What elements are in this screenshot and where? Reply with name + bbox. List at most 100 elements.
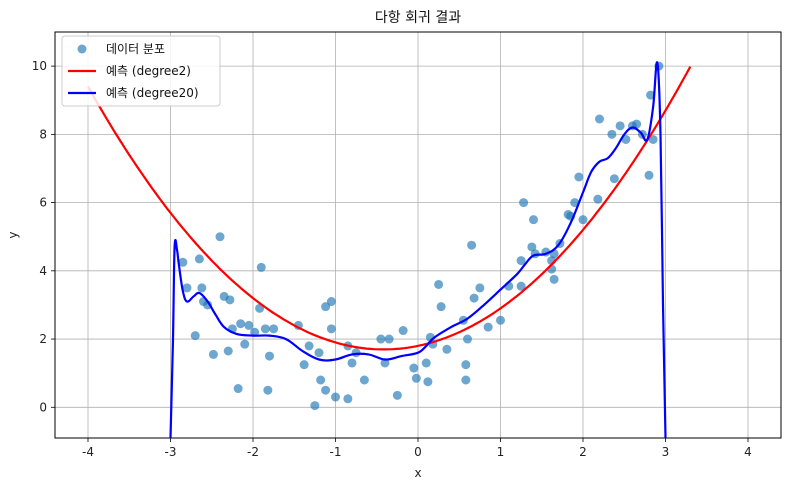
- data-point: [644, 170, 654, 180]
- data-point: [194, 254, 204, 264]
- data-point: [203, 300, 213, 310]
- y-tick-label: 6: [39, 196, 47, 210]
- data-point: [516, 256, 526, 266]
- x-axis-label: x: [414, 466, 421, 480]
- x-tick-label: 1: [497, 445, 505, 459]
- data-point: [223, 346, 233, 356]
- x-axis: -4 -3 -2 -1 0 1 2 3 4: [82, 438, 752, 459]
- data-point: [475, 283, 485, 293]
- data-point: [646, 90, 656, 100]
- data-point: [578, 215, 588, 225]
- legend-label-points: 데이터 분포: [106, 42, 165, 56]
- line-degree2: [87, 66, 692, 351]
- data-point: [595, 114, 604, 124]
- x-tick-label: 4: [744, 445, 752, 459]
- data-point: [483, 322, 493, 332]
- data-point: [236, 319, 246, 329]
- data-point: [256, 262, 266, 272]
- data-point: [269, 324, 279, 334]
- data-point: [593, 194, 603, 204]
- y-axis: 0 2 4 6 8 10: [32, 59, 55, 414]
- line-series: [87, 61, 692, 438]
- data-point: [398, 326, 408, 336]
- data-point: [359, 375, 369, 385]
- data-point: [299, 360, 309, 370]
- data-point: [215, 232, 225, 242]
- y-axis-label: y: [6, 231, 20, 238]
- x-tick-label: 3: [662, 445, 670, 459]
- data-point: [527, 242, 537, 252]
- x-tick-label: -1: [330, 445, 342, 459]
- data-point: [260, 324, 270, 334]
- legend-label-degree2: 예측 (degree2): [106, 64, 191, 78]
- data-point: [197, 283, 207, 293]
- y-tick-label: 0: [39, 400, 47, 414]
- data-point: [467, 240, 477, 250]
- data-point: [469, 293, 479, 303]
- data-point: [314, 348, 324, 358]
- data-point: [208, 349, 218, 359]
- data-point: [434, 279, 444, 289]
- data-point: [376, 334, 386, 344]
- data-point: [240, 339, 250, 349]
- chart-title: 다항 회귀 결과: [375, 10, 461, 26]
- data-point: [615, 121, 625, 131]
- data-point: [463, 334, 472, 344]
- x-tick-label: 0: [414, 445, 422, 459]
- data-point: [326, 297, 336, 307]
- data-point: [496, 315, 505, 325]
- data-point: [265, 351, 274, 361]
- data-point: [409, 363, 419, 373]
- data-point: [316, 375, 326, 385]
- data-point: [233, 384, 243, 394]
- data-point: [263, 385, 273, 395]
- x-tick-label: -3: [165, 445, 177, 459]
- data-point: [392, 390, 402, 400]
- legend-box: [61, 35, 221, 107]
- data-point: [516, 281, 526, 291]
- data-point: [343, 394, 353, 404]
- y-tick-label: 2: [39, 332, 47, 346]
- line-degree20: [169, 61, 667, 438]
- legend-marker-points: [77, 44, 87, 54]
- y-tick-label: 10: [32, 59, 47, 73]
- data-point: [421, 358, 431, 368]
- x-tick-label: -4: [82, 445, 94, 459]
- data-point: [549, 274, 559, 284]
- data-point: [648, 134, 658, 144]
- data-point: [519, 198, 529, 208]
- data-point: [621, 134, 631, 144]
- y-tick-label: 8: [39, 127, 47, 141]
- data-point: [436, 302, 446, 312]
- data-point: [304, 341, 314, 351]
- data-point: [529, 215, 538, 225]
- data-point: [347, 358, 357, 368]
- data-point: [461, 375, 471, 385]
- data-point: [331, 392, 340, 402]
- data-point: [411, 373, 421, 383]
- data-point: [321, 385, 331, 395]
- data-point: [609, 174, 619, 184]
- data-point: [310, 401, 320, 411]
- data-point: [244, 320, 254, 330]
- data-point: [384, 334, 394, 344]
- data-point: [190, 331, 200, 341]
- data-point: [321, 302, 331, 312]
- data-point: [423, 377, 433, 387]
- x-tick-label: 2: [579, 445, 587, 459]
- legend-label-degree20: 예측 (degree20): [106, 86, 199, 100]
- data-point: [182, 283, 192, 293]
- data-point: [326, 324, 336, 334]
- data-point: [461, 360, 471, 370]
- data-point: [380, 358, 390, 368]
- data-point: [574, 172, 584, 182]
- scatter-series: [178, 61, 664, 411]
- data-point: [225, 295, 235, 305]
- y-tick-label: 4: [39, 264, 47, 278]
- data-point: [632, 119, 642, 129]
- legend: 데이터 분포 예측 (degree2) 예측 (degree20): [61, 35, 221, 107]
- data-point: [607, 129, 617, 139]
- x-tick-label: -2: [247, 445, 259, 459]
- data-point: [178, 257, 188, 267]
